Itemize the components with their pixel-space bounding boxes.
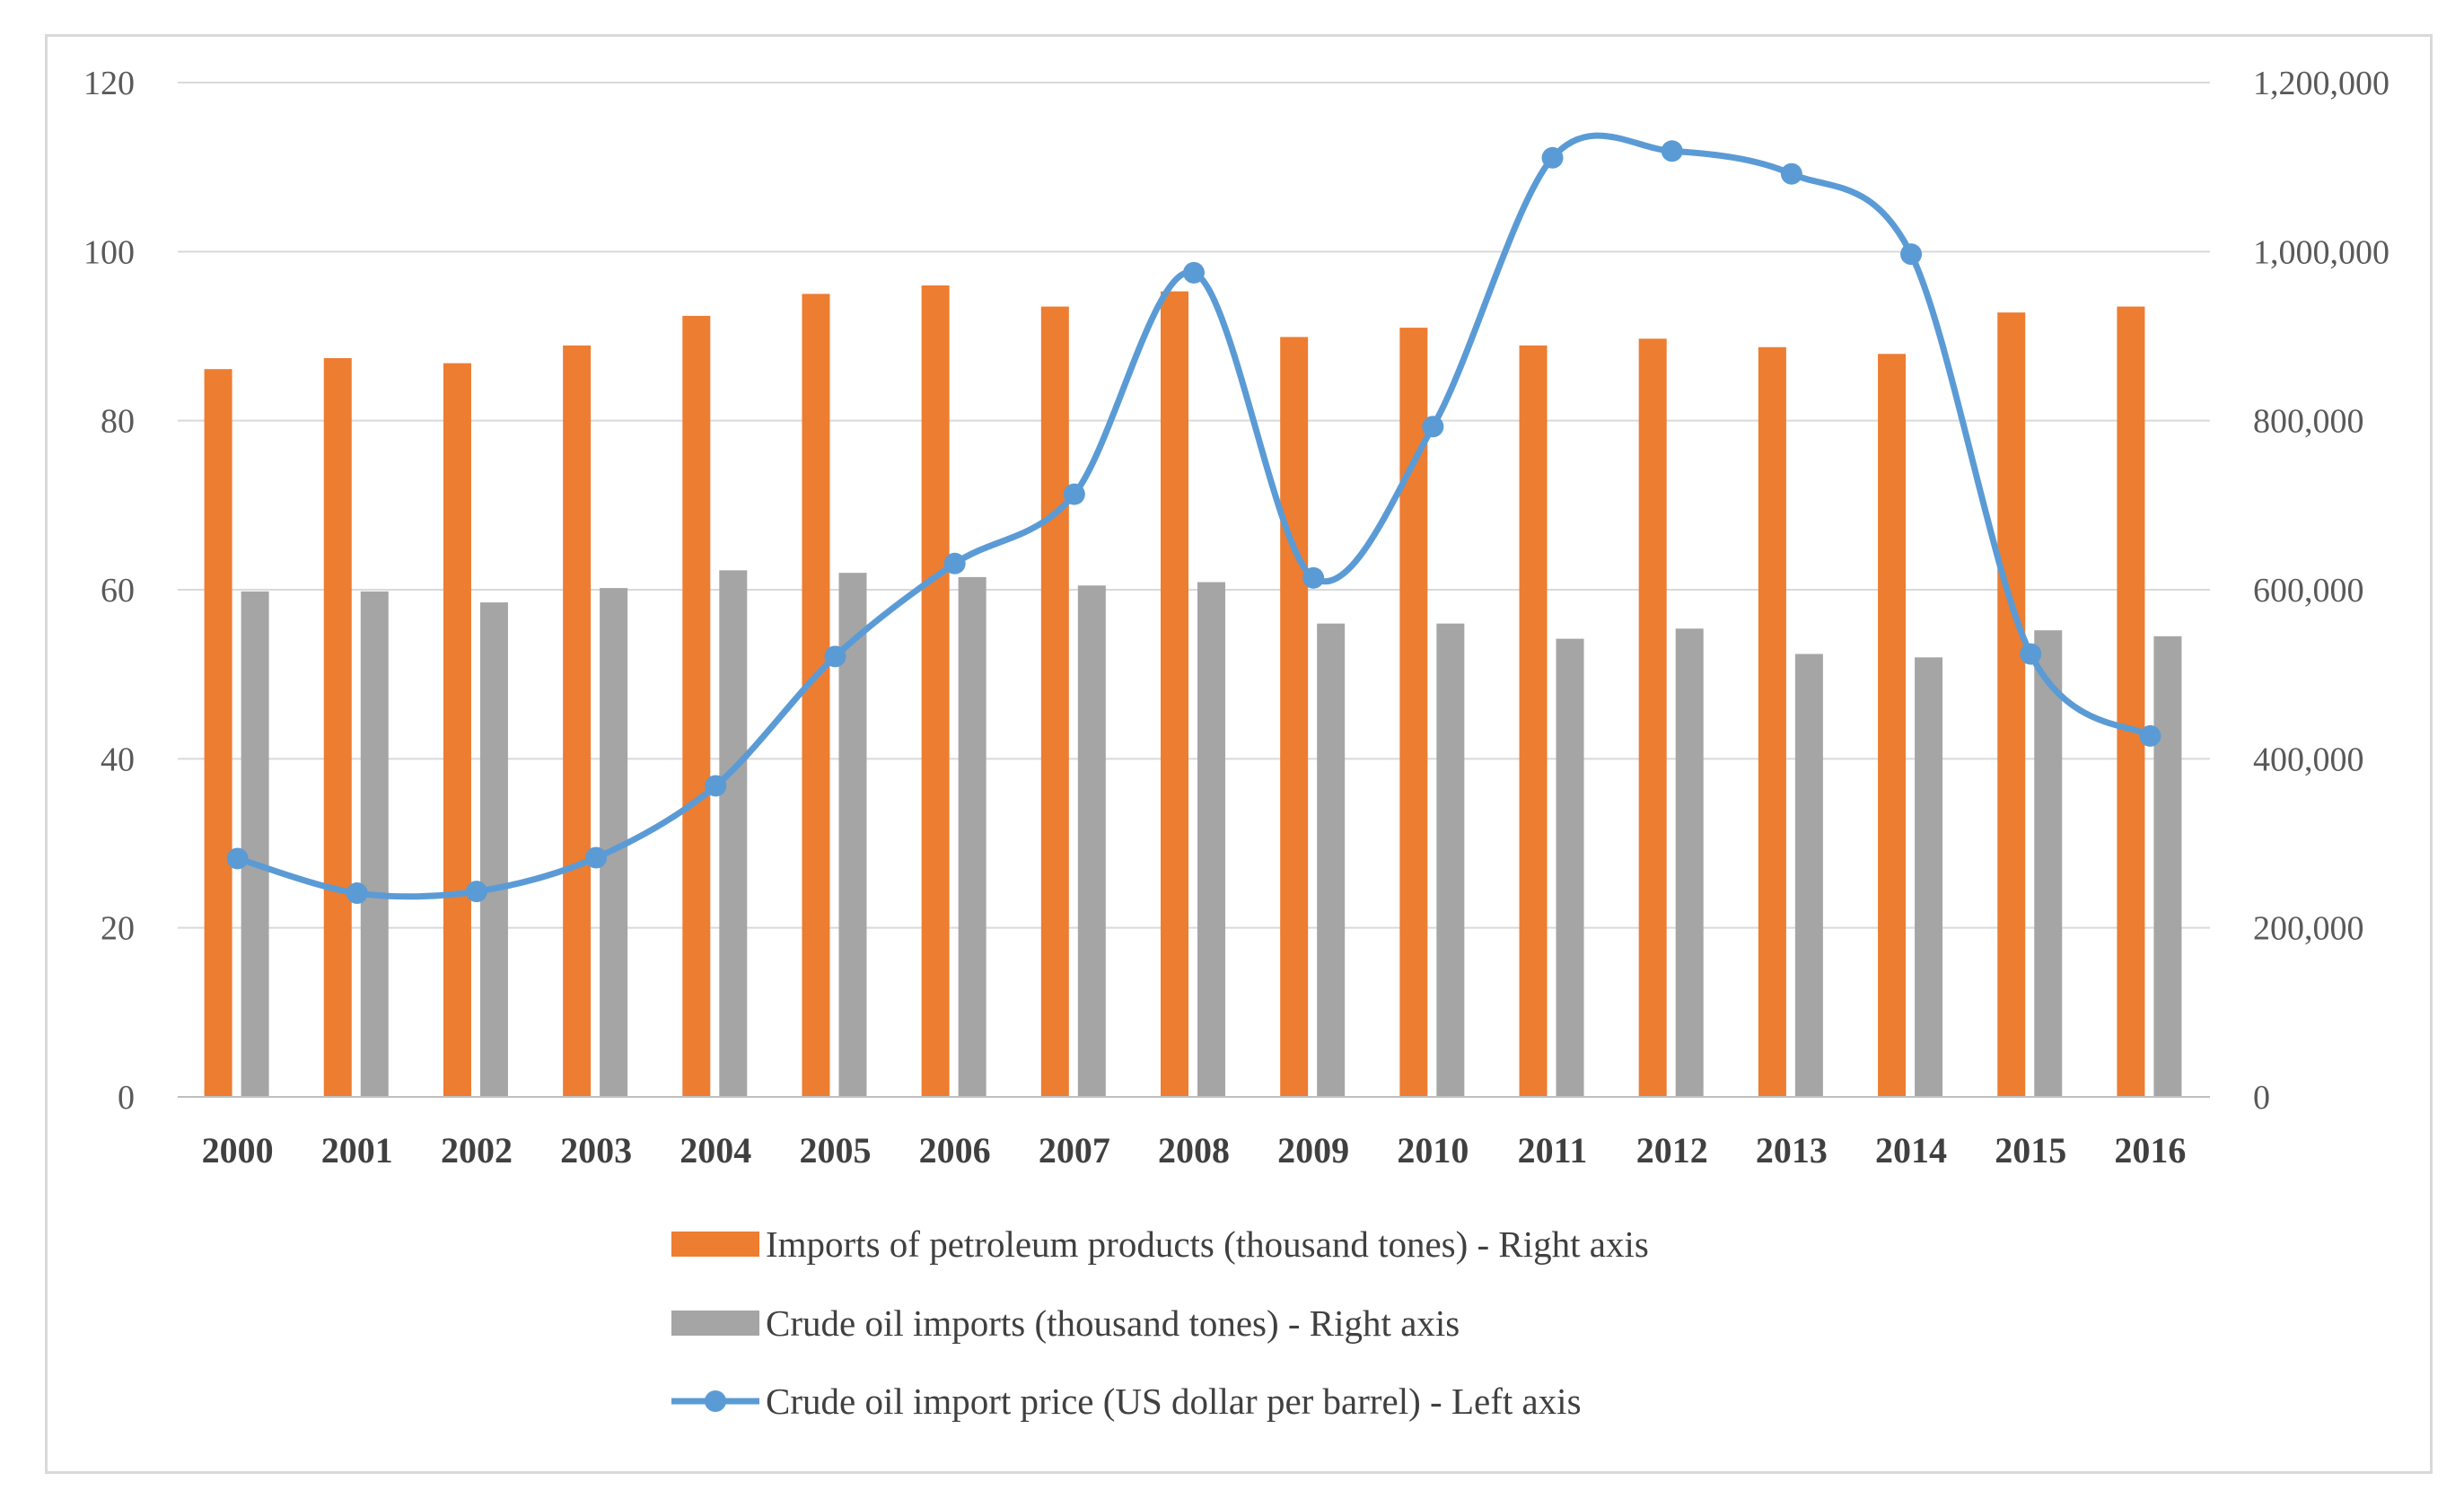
left-axis-tick-label: 60 bbox=[101, 572, 135, 609]
legend: Imports of petroleum products (thousand … bbox=[671, 1223, 1649, 1422]
petroleum-products-bar bbox=[1519, 345, 1548, 1097]
axes: 0 20 40 60 80 100 120 0 200,000 400,000 600,000 800… bbox=[83, 65, 2389, 1170]
left-axis-tick-label: 80 bbox=[101, 403, 135, 441]
petroleum-products-bar bbox=[204, 369, 232, 1098]
crude-oil-imports-bar bbox=[1197, 582, 1225, 1097]
petroleum-products-bar bbox=[1161, 291, 1188, 1097]
left-axis-tick-label: 120 bbox=[83, 65, 135, 102]
legend-swatch-marker bbox=[705, 1390, 726, 1412]
crude-oil-imports-bar bbox=[2034, 630, 2063, 1097]
left-axis-tick-label: 100 bbox=[83, 233, 135, 271]
price-point bbox=[346, 882, 368, 905]
legend-swatch bbox=[671, 1311, 759, 1336]
petroleum-products-bar bbox=[1040, 306, 1069, 1098]
petroleum-products-bar bbox=[443, 363, 471, 1098]
price-point bbox=[1183, 261, 1205, 284]
legend-label: Crude oil imports (thousand tones) - Rig… bbox=[766, 1302, 1460, 1344]
crude-oil-imports-bar bbox=[1077, 585, 1106, 1097]
category-label: 2002 bbox=[441, 1130, 513, 1170]
petroleum-products-bar bbox=[1758, 346, 1786, 1097]
petroleum-products-bar bbox=[802, 294, 830, 1098]
category-label: 2004 bbox=[680, 1130, 751, 1170]
price-point bbox=[1302, 566, 1325, 589]
category-label: 2014 bbox=[1875, 1130, 1947, 1170]
category-label: 2013 bbox=[1756, 1130, 1828, 1170]
right-axis-tick-label: 0 bbox=[2253, 1079, 2270, 1117]
category-label: 2008 bbox=[1158, 1130, 1230, 1170]
left-axis-tick-label: 20 bbox=[101, 910, 135, 948]
crude-oil-imports-bar bbox=[1794, 653, 1823, 1097]
price-point bbox=[1063, 483, 1085, 505]
price-point bbox=[465, 881, 487, 903]
crude-oil-imports-bar bbox=[1675, 628, 1704, 1097]
left-axis-tick-label: 40 bbox=[101, 741, 135, 778]
left-axis-tick-label: 0 bbox=[118, 1079, 135, 1117]
petroleum-products-bar bbox=[1638, 338, 1667, 1097]
petroleum-products-bar bbox=[1878, 354, 1907, 1097]
price-point bbox=[943, 552, 966, 574]
crude-oil-imports-bar bbox=[1556, 638, 1584, 1097]
crude-oil-imports-bar bbox=[719, 570, 748, 1097]
price-point bbox=[226, 847, 249, 870]
petroleum-products-bar bbox=[1280, 337, 1309, 1098]
price-point bbox=[1661, 140, 1683, 162]
right-axis-tick-label: 800,000 bbox=[2253, 403, 2364, 441]
category-label: 2006 bbox=[919, 1130, 991, 1170]
petroleum-products-bar bbox=[2117, 306, 2145, 1098]
legend-label: Crude oil import price (US dollar per ba… bbox=[766, 1381, 1582, 1422]
price-point bbox=[705, 775, 727, 797]
category-label: 2005 bbox=[799, 1130, 871, 1170]
price-point bbox=[824, 645, 846, 668]
category-label: 2001 bbox=[321, 1130, 393, 1170]
right-axis-tick-label: 600,000 bbox=[2253, 572, 2364, 609]
crude-oil-imports-bar bbox=[2153, 636, 2182, 1097]
category-label: 2015 bbox=[1995, 1130, 2066, 1170]
price-point bbox=[1541, 146, 1564, 169]
bars bbox=[204, 285, 2182, 1098]
category-label: 2012 bbox=[1636, 1130, 1708, 1170]
price-line-path bbox=[234, 132, 2153, 900]
legend-swatch bbox=[671, 1232, 759, 1257]
crude-oil-imports-bar bbox=[479, 602, 508, 1097]
petroleum-products-bar bbox=[323, 357, 352, 1097]
category-label: 2009 bbox=[1277, 1130, 1349, 1170]
price-point bbox=[2020, 643, 2042, 665]
category-label: 2000 bbox=[202, 1130, 274, 1170]
right-axis-tick-label: 400,000 bbox=[2253, 741, 2364, 778]
price-line bbox=[226, 132, 2161, 905]
right-axis-tick-label: 1,200,000 bbox=[2253, 65, 2389, 102]
price-point bbox=[1780, 162, 1802, 185]
crude-oil-imports-bar bbox=[360, 591, 389, 1097]
price-point bbox=[1422, 416, 1444, 438]
petroleum-products-bar bbox=[1997, 312, 2026, 1098]
petroleum-products-bar bbox=[563, 345, 592, 1097]
price-point bbox=[2139, 724, 2161, 747]
price-point bbox=[585, 846, 608, 869]
crude-oil-imports-bar bbox=[241, 591, 269, 1097]
right-axis-tick-label: 1,000,000 bbox=[2253, 233, 2389, 271]
category-label: 2016 bbox=[2114, 1130, 2186, 1170]
category-label: 2003 bbox=[560, 1130, 632, 1170]
crude-oil-imports-bar bbox=[958, 576, 986, 1097]
crude-oil-imports-bar bbox=[1915, 657, 1943, 1097]
category-label: 2010 bbox=[1397, 1130, 1469, 1170]
legend-label: Imports of petroleum products (thousand … bbox=[766, 1223, 1649, 1265]
crude-oil-imports-bar bbox=[1436, 623, 1465, 1097]
price-point bbox=[1900, 243, 1923, 266]
category-label: 2007 bbox=[1039, 1130, 1110, 1170]
petroleum-products-bar bbox=[921, 285, 950, 1097]
right-axis-tick-label: 200,000 bbox=[2253, 910, 2364, 948]
petroleum-products-bar bbox=[682, 315, 711, 1097]
crude-oil-imports-bar bbox=[1317, 623, 1346, 1097]
category-label: 2011 bbox=[1518, 1130, 1588, 1170]
